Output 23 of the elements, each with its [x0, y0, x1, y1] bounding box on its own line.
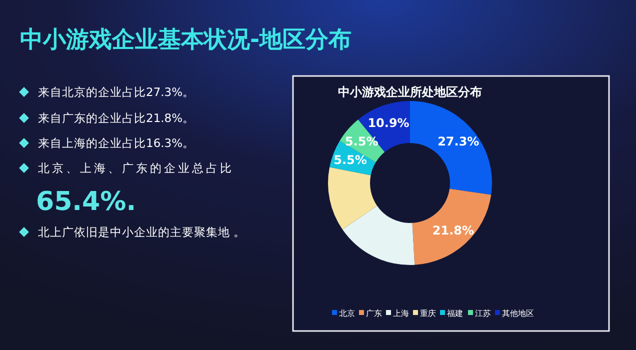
chart-subtitle: 中小游戏企业所处地区分布	[338, 85, 482, 99]
text: 来自北京的企业占比27.3%。	[38, 85, 195, 99]
donut-slice	[410, 101, 492, 195]
legend-label: 上海	[393, 309, 409, 318]
text: 北上广依旧是中小企业的主要聚集地 。	[38, 225, 246, 239]
legend-label: 广东	[366, 309, 382, 318]
data-label: 10.9%	[368, 116, 410, 130]
data-label: 21.8%	[432, 223, 474, 238]
legend-label: 重庆	[420, 309, 436, 318]
legend-label: 江苏	[475, 309, 491, 318]
chart-title: 中小游戏企业基本状况-地区分布	[20, 27, 352, 53]
text: 北京、上海、广东的企业总占比 65.4%.	[36, 161, 234, 217]
donut-slice	[342, 206, 415, 265]
text: 来自上海的企业占比16.3%。	[38, 136, 195, 150]
legend-label: 北京	[339, 309, 355, 318]
donut-slice	[412, 188, 492, 265]
data-label: 5.5%	[344, 134, 378, 148]
data-label: 27.3%	[438, 134, 480, 148]
legend-label: 福建	[447, 309, 463, 318]
text: 来自广东的企业占比21.8%。	[38, 111, 195, 125]
legend-label: 其他地区	[502, 309, 534, 318]
data-label: 5.5%	[334, 153, 367, 168]
donut-slice	[328, 167, 378, 230]
